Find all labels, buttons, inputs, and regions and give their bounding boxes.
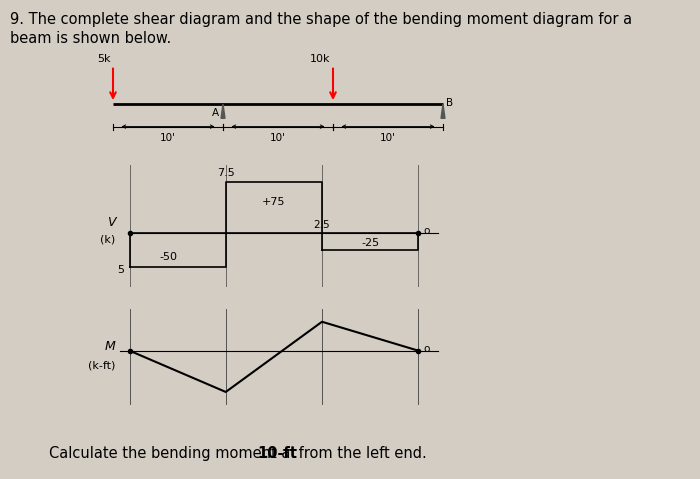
Text: 10k: 10k bbox=[310, 54, 331, 64]
Text: Calculate the bending moment at: Calculate the bending moment at bbox=[49, 446, 301, 461]
Text: A: A bbox=[211, 108, 218, 118]
Text: M: M bbox=[104, 340, 115, 353]
Text: 10': 10' bbox=[270, 133, 286, 143]
Text: B: B bbox=[447, 98, 454, 108]
Text: 2.5: 2.5 bbox=[314, 219, 330, 229]
Text: +75: +75 bbox=[262, 197, 286, 207]
Text: 9. The complete shear diagram and the shape of the bending moment diagram for a: 9. The complete shear diagram and the sh… bbox=[10, 12, 633, 27]
Text: 10-ft: 10-ft bbox=[258, 446, 298, 461]
Text: 10': 10' bbox=[380, 133, 396, 143]
Text: (k-ft): (k-ft) bbox=[88, 360, 115, 370]
Text: -25: -25 bbox=[361, 238, 379, 248]
Text: o: o bbox=[423, 226, 429, 236]
Text: -50: -50 bbox=[159, 252, 177, 262]
Polygon shape bbox=[441, 104, 445, 118]
Text: 7.5: 7.5 bbox=[217, 169, 234, 179]
Text: from the left end.: from the left end. bbox=[294, 446, 427, 461]
Text: 5: 5 bbox=[118, 265, 125, 275]
Text: (k): (k) bbox=[100, 235, 115, 245]
Polygon shape bbox=[221, 104, 225, 118]
Text: o: o bbox=[423, 343, 429, 354]
Text: 10': 10' bbox=[160, 133, 176, 143]
Text: V: V bbox=[106, 216, 115, 229]
Text: 5k: 5k bbox=[97, 54, 111, 64]
Text: beam is shown below.: beam is shown below. bbox=[10, 31, 172, 46]
